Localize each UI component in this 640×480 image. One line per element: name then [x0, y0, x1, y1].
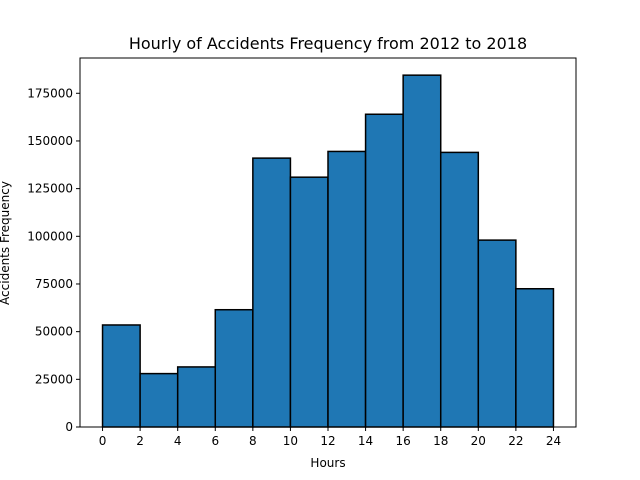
chart-title: Hourly of Accidents Frequency from 2012 …	[129, 34, 527, 53]
plot-frame	[79, 57, 577, 428]
histogram-bar	[439, 151, 480, 428]
histogram-bar	[515, 287, 555, 428]
x-tick-label: 2	[136, 434, 144, 448]
y-tick-label: 50000	[35, 325, 73, 339]
y-tick-label: 100000	[27, 229, 73, 243]
histogram-bar	[289, 176, 329, 428]
x-axis-label: Hours	[310, 456, 345, 470]
x-tick-label: 10	[283, 434, 298, 448]
bars-group	[101, 74, 555, 428]
y-tick-label: 25000	[35, 372, 73, 386]
x-tick-label: 16	[396, 434, 411, 448]
histogram-bar	[101, 324, 141, 428]
x-tick-label: 14	[358, 434, 373, 448]
x-tick-label: 22	[508, 434, 523, 448]
y-tick-label: 0	[65, 420, 73, 434]
y-axis-label: Accidents Frequency	[0, 181, 12, 305]
histogram-bar	[214, 308, 254, 428]
histogram-bar	[252, 157, 292, 428]
x-tick-label: 8	[249, 434, 257, 448]
histogram-bar	[364, 113, 404, 428]
x-tick-label: 24	[546, 434, 561, 448]
x-ticks-group: 0 2 4 6 8 10 12 14 16 18 20 22 24	[99, 427, 561, 448]
histogram-bar	[139, 372, 179, 428]
histogram-bar	[477, 239, 517, 428]
histogram-bar	[176, 366, 217, 428]
y-ticks-group: 0 25000 50000 75000 100000 125000 150000 175000	[27, 86, 80, 434]
x-tick-label: 20	[471, 434, 486, 448]
histogram-bar	[402, 74, 442, 428]
x-tick-label: 6	[211, 434, 219, 448]
x-tick-label: 18	[433, 434, 448, 448]
x-tick-label: 4	[174, 434, 182, 448]
y-tick-label: 125000	[27, 182, 73, 196]
y-tick-label: 150000	[27, 134, 73, 148]
y-tick-label: 75000	[35, 277, 73, 291]
y-tick-label: 175000	[27, 86, 73, 100]
x-tick-label: 12	[320, 434, 335, 448]
histogram-bar	[327, 150, 367, 428]
x-tick-label: 0	[99, 434, 107, 448]
